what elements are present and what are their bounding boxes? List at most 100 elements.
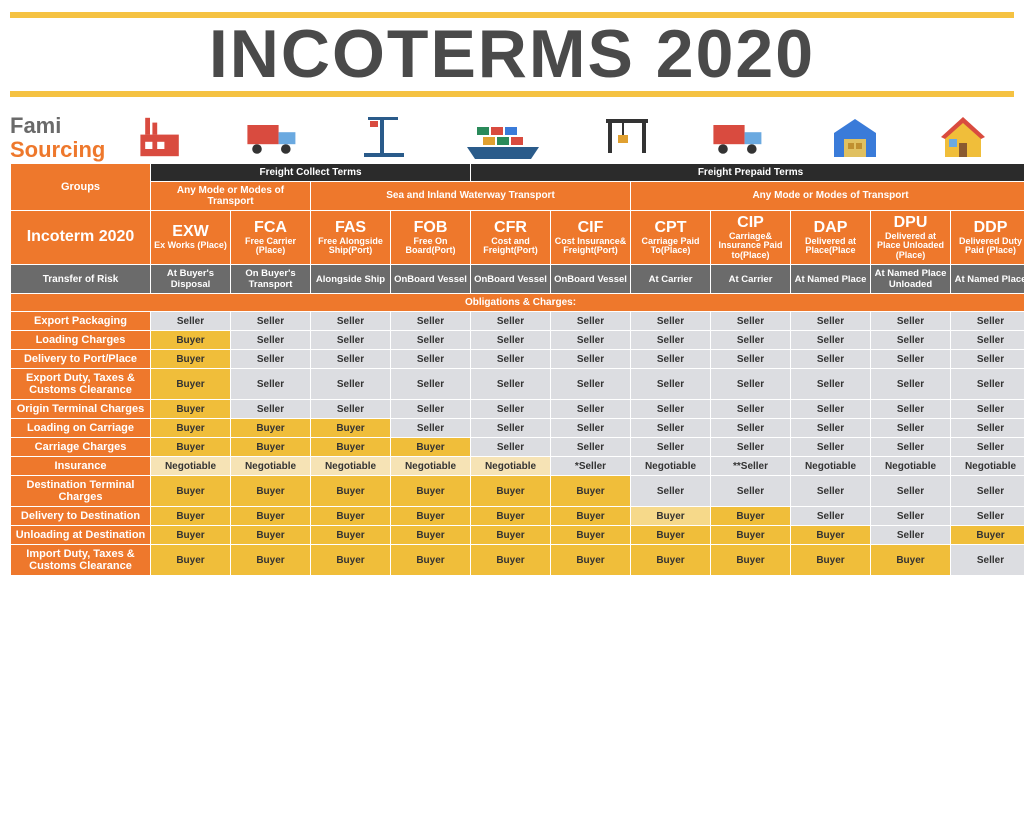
risk-CIP: At Carrier	[711, 265, 791, 294]
cell: Buyer	[391, 438, 471, 457]
cell: Buyer	[231, 419, 311, 438]
cell: Buyer	[551, 476, 631, 507]
cell: Buyer	[951, 526, 1024, 545]
row-label: Import Duty, Taxes & Customs Clearance	[11, 545, 151, 576]
title-block: INCOTERMS 2020	[10, 12, 1014, 97]
row-label: Delivery to Destination	[11, 507, 151, 526]
cell: Negotiable	[151, 457, 231, 476]
mode-group-1: Sea and Inland Waterway Transport	[311, 181, 631, 210]
cell: Seller	[631, 331, 711, 350]
cell: Seller	[791, 369, 871, 400]
container-ship-icon	[463, 113, 543, 161]
cell: Seller	[711, 400, 791, 419]
cell: Seller	[871, 438, 951, 457]
cell: Seller	[871, 419, 951, 438]
truck-icon	[245, 113, 305, 161]
cell: Seller	[711, 476, 791, 507]
cell: Seller	[391, 419, 471, 438]
cell: Seller	[311, 400, 391, 419]
cell: Buyer	[791, 526, 871, 545]
cell: Seller	[711, 312, 791, 331]
cell: Buyer	[151, 419, 231, 438]
house-icon	[939, 113, 987, 161]
cell: Negotiable	[791, 457, 871, 476]
cell: Buyer	[151, 545, 231, 576]
cell: Negotiable	[231, 457, 311, 476]
term-CFR: CFRCost and Freight(Port)	[471, 210, 551, 265]
cell: Negotiable	[871, 457, 951, 476]
risk-DPU: At Named Place Unloaded	[871, 265, 951, 294]
cell: Buyer	[551, 545, 631, 576]
cell: Seller	[871, 476, 951, 507]
cell: Seller	[871, 331, 951, 350]
cell: Seller	[871, 400, 951, 419]
cell: **Seller	[711, 457, 791, 476]
cell: Buyer	[231, 476, 311, 507]
cell: Seller	[391, 331, 471, 350]
cell: Buyer	[311, 545, 391, 576]
freight-collect-header: Freight Collect Terms	[151, 163, 471, 181]
term-EXW: EXWEx Works (Place)	[151, 210, 231, 265]
cell: Seller	[791, 331, 871, 350]
cell: *Seller	[551, 457, 631, 476]
risk-DAP: At Named Place	[791, 265, 871, 294]
transport-icons-strip	[111, 103, 1014, 161]
risk-EXW: At Buyer's Disposal	[151, 265, 231, 294]
cell: Seller	[471, 331, 551, 350]
freight-prepaid-header: Freight Prepaid Terms	[471, 163, 1024, 181]
cell: Buyer	[711, 526, 791, 545]
cell: Buyer	[231, 526, 311, 545]
cell: Buyer	[311, 507, 391, 526]
cell: Buyer	[151, 476, 231, 507]
cell: Seller	[471, 369, 551, 400]
risk-FCA: On Buyer's Transport	[231, 265, 311, 294]
cell: Seller	[951, 400, 1024, 419]
cell: Buyer	[231, 545, 311, 576]
cell: Seller	[471, 312, 551, 331]
cell: Buyer	[551, 526, 631, 545]
cell: Buyer	[151, 369, 231, 400]
cell: Seller	[951, 350, 1024, 369]
cell: Buyer	[151, 350, 231, 369]
term-FOB: FOBFree On Board(Port)	[391, 210, 471, 265]
row-label: Delivery to Port/Place	[11, 350, 151, 369]
cell: Buyer	[311, 419, 391, 438]
row-label: Insurance	[11, 457, 151, 476]
cell: Buyer	[871, 545, 951, 576]
cell: Buyer	[151, 526, 231, 545]
cell: Buyer	[311, 438, 391, 457]
cell: Buyer	[311, 476, 391, 507]
risk-CPT: At Carrier	[631, 265, 711, 294]
cell: Buyer	[551, 507, 631, 526]
cell: Seller	[551, 438, 631, 457]
cell: Seller	[631, 438, 711, 457]
cell: Seller	[871, 369, 951, 400]
cell: Seller	[951, 438, 1024, 457]
cell: Negotiable	[391, 457, 471, 476]
cell: Seller	[631, 476, 711, 507]
cell: Buyer	[231, 438, 311, 457]
risk-FOB: OnBoard Vessel	[391, 265, 471, 294]
table-row: InsuranceNegotiableNegotiableNegotiableN…	[11, 457, 1024, 476]
cell: Buyer	[151, 331, 231, 350]
brand-line2: Sourcing	[10, 138, 105, 161]
term-CIP: CIPCarriage& Insurance Paid to(Place)	[711, 210, 791, 265]
cell: Seller	[551, 350, 631, 369]
cell: Negotiable	[311, 457, 391, 476]
port-crane-icon	[364, 113, 404, 161]
cell: Seller	[391, 369, 471, 400]
cell: Seller	[711, 369, 791, 400]
term-DPU: DPUDelivered at Place Unloaded (Place)	[871, 210, 951, 265]
cell: Seller	[951, 331, 1024, 350]
cell: Seller	[631, 419, 711, 438]
cell: Buyer	[151, 507, 231, 526]
brand-and-icons-row: Fami Sourcing	[10, 103, 1014, 161]
table-row: Origin Terminal ChargesBuyerSellerSeller…	[11, 400, 1024, 419]
cell: Buyer	[471, 507, 551, 526]
cell: Seller	[551, 369, 631, 400]
brand-line1: Fami	[10, 113, 61, 138]
cell: Buyer	[631, 545, 711, 576]
groups-label: Groups	[11, 163, 151, 210]
cell: Seller	[391, 400, 471, 419]
cell: Buyer	[471, 526, 551, 545]
